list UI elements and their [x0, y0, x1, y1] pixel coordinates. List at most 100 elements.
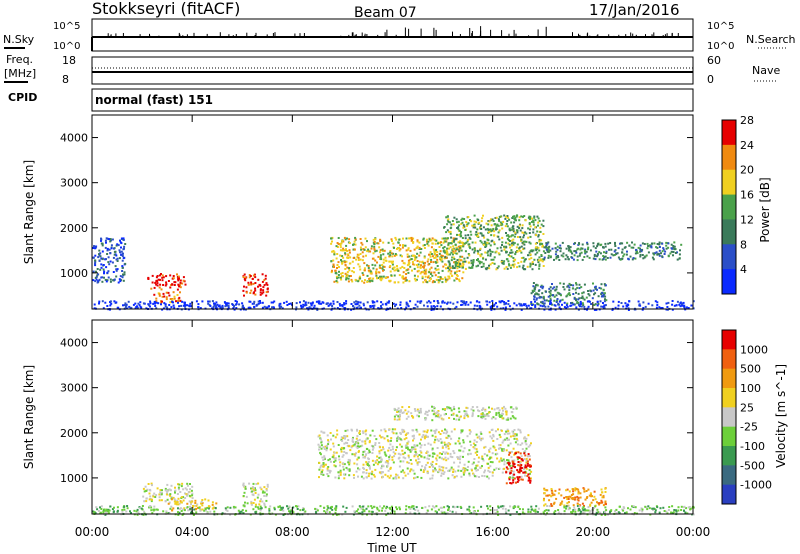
- data-cell: [162, 510, 165, 513]
- data-cell: [520, 308, 523, 311]
- data-cell: [412, 237, 415, 240]
- data-cell: [417, 263, 420, 266]
- data-cell: [287, 507, 290, 510]
- data-cell: [511, 242, 513, 245]
- data-cell: [453, 252, 456, 254]
- data-cell: [683, 509, 685, 512]
- data-cell: [465, 301, 468, 303]
- colorbar-swatch: [722, 219, 736, 245]
- data-cell: [103, 508, 106, 511]
- data-cell: [242, 289, 245, 292]
- data-cell: [592, 242, 595, 245]
- data-cell: [235, 302, 238, 305]
- data-cell: [358, 450, 360, 453]
- data-cell: [327, 506, 330, 509]
- data-cell: [465, 412, 468, 415]
- data-cell: [523, 458, 526, 461]
- data-cell: [593, 253, 596, 256]
- data-cell: [385, 513, 388, 516]
- data-cell: [273, 307, 275, 310]
- data-cell: [323, 455, 326, 458]
- data-cell: [266, 283, 269, 286]
- data-cell: [523, 234, 525, 237]
- data-cell: [398, 410, 400, 413]
- data-cell: [416, 266, 419, 269]
- data-cell: [475, 221, 478, 224]
- data-cell: [244, 279, 247, 282]
- data-cell: [340, 436, 343, 439]
- data-cell: [421, 465, 424, 468]
- data-cell: [157, 302, 160, 305]
- data-cell: [496, 438, 499, 440]
- data-cell: [248, 482, 251, 485]
- data-cell: [170, 505, 173, 508]
- data-cell: [535, 246, 537, 249]
- data-cell: [326, 444, 328, 447]
- data-cell: [401, 276, 404, 279]
- data-cell: [504, 241, 507, 244]
- data-cell: [208, 300, 211, 303]
- data-cell: [240, 510, 243, 513]
- data-cell: [384, 430, 387, 433]
- data-cell: [429, 477, 432, 480]
- data-cell: [405, 249, 408, 252]
- data-cell: [475, 233, 478, 236]
- data-cell: [490, 224, 493, 227]
- data-cell: [419, 410, 422, 412]
- data-cell: [497, 411, 500, 414]
- data-cell: [461, 221, 464, 224]
- data-cell: [537, 235, 540, 238]
- data-cell: [245, 286, 248, 289]
- data-cell: [439, 438, 442, 441]
- data-cell: [518, 456, 521, 459]
- data-cell: [464, 267, 467, 270]
- data-cell: [650, 245, 653, 248]
- data-cell: [340, 260, 343, 263]
- data-cell: [333, 266, 335, 268]
- colorbar-tick-label: 500: [740, 363, 761, 376]
- data-cell: [149, 495, 152, 498]
- data-cell: [525, 240, 528, 243]
- data-cell: [501, 244, 503, 246]
- data-cell: [437, 415, 440, 418]
- data-cell: [672, 245, 675, 247]
- data-cell: [373, 435, 376, 437]
- data-cell: [572, 490, 575, 493]
- data-cell: [433, 441, 436, 444]
- data-cell: [358, 430, 361, 433]
- data-cell: [510, 255, 513, 258]
- data-cell: [484, 469, 486, 472]
- data-cell: [442, 241, 445, 244]
- data-cell: [478, 221, 481, 224]
- data-cell: [426, 472, 429, 475]
- data-cell: [593, 255, 596, 258]
- data-cell: [544, 246, 547, 249]
- data-cell: [340, 450, 343, 453]
- data-cell: [543, 509, 546, 512]
- data-cell: [173, 295, 176, 298]
- data-cell: [519, 452, 522, 455]
- data-cell: [397, 241, 400, 244]
- data-cell: [406, 302, 409, 305]
- data-cell: [194, 499, 197, 502]
- data-cell: [497, 428, 499, 431]
- data-cell: [446, 505, 449, 508]
- data-cell: [447, 434, 450, 437]
- data-cell: [148, 498, 151, 501]
- data-cell: [466, 414, 469, 417]
- data-cell: [342, 437, 345, 440]
- data-cell: [434, 267, 437, 270]
- data-cell: [512, 265, 515, 268]
- data-cell: [580, 247, 583, 250]
- data-cell: [496, 452, 499, 455]
- data-cell: [382, 258, 385, 261]
- data-cell: [457, 440, 460, 443]
- data-cell: [395, 506, 398, 509]
- data-cell: [558, 306, 561, 309]
- data-cell: [209, 305, 212, 307]
- colorbar-swatch: [722, 169, 736, 196]
- data-cell: [615, 512, 618, 515]
- data-cell: [335, 506, 338, 509]
- data-cell: [263, 486, 266, 489]
- data-cell: [446, 407, 449, 410]
